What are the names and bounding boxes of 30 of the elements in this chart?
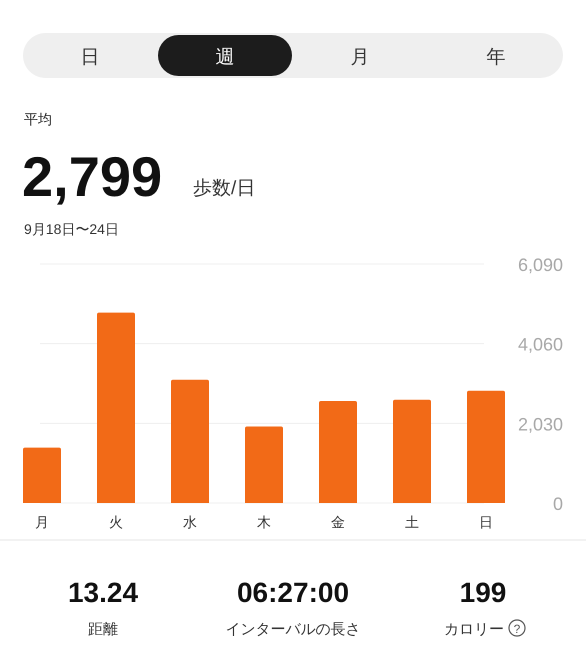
bar — [319, 400, 357, 503]
bar — [97, 312, 135, 503]
text: 13.24 — [68, 577, 138, 608]
bar — [393, 400, 431, 503]
x-tick-label: 金 — [331, 514, 345, 530]
chart-subtitle: 9月18日〜24日 — [24, 221, 119, 237]
text: カロリー — [444, 621, 504, 638]
y-tick-label: 6,090 — [518, 255, 563, 275]
x-tick-label: 日 — [479, 514, 493, 530]
bar — [23, 448, 61, 503]
x-tick-label: 水 — [183, 514, 197, 530]
y-tick-label: 0 — [552, 494, 563, 514]
text: 199 — [460, 577, 506, 608]
y-tick-label: 4,060 — [518, 334, 563, 355]
text: 06:27:00 — [236, 577, 350, 608]
text: インターバルの長さ — [226, 621, 360, 638]
x-tick-label: 木 — [257, 514, 271, 530]
chart-title: 平均 — [24, 111, 52, 127]
bar — [171, 380, 209, 503]
text: 歩数/日 — [193, 178, 256, 199]
text: 2,799 — [22, 145, 162, 208]
bar — [467, 390, 505, 503]
text: 距離 — [88, 621, 118, 638]
y-tick-label: 2,030 — [518, 414, 563, 434]
segmented-control: 日 週 月 年 — [23, 33, 563, 78]
x-tick-label: 月 — [35, 514, 49, 530]
bar — [245, 426, 283, 503]
text: ? — [514, 622, 521, 636]
x-tick-label: 火 — [109, 514, 123, 530]
x-tick-label: 土 — [405, 514, 419, 530]
